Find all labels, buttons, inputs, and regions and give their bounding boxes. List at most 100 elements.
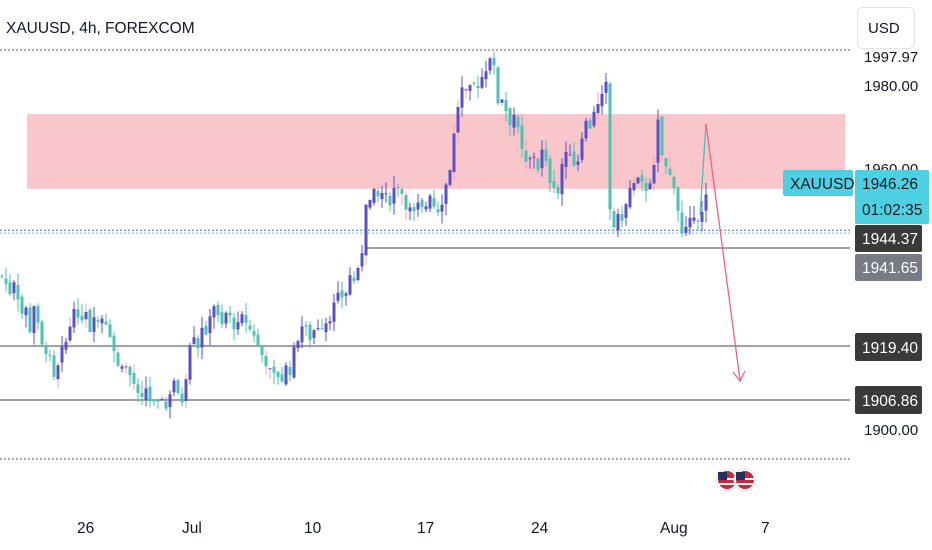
candle-body: [428, 195, 432, 209]
candle-body: [656, 119, 660, 163]
candle-body: [304, 325, 308, 327]
candle-body: [220, 312, 224, 324]
candle-body: [652, 164, 656, 184]
candle-body: [688, 217, 692, 228]
currency-button[interactable]: USD: [857, 7, 915, 49]
candle-body: [648, 183, 652, 190]
candle-body: [340, 290, 344, 298]
candle-body: [372, 188, 376, 203]
candles: [0, 51, 708, 419]
candle-body: [24, 307, 28, 316]
candle-body: [96, 320, 100, 322]
candle-body: [632, 183, 636, 191]
candle-body: [160, 398, 164, 401]
candle-body: [344, 293, 348, 296]
projection-arrow[interactable]: [699, 123, 746, 383]
candle-body: [4, 278, 8, 285]
candle-body: [504, 99, 508, 112]
level-tag-1941: 1941.65: [855, 254, 922, 281]
candle-body: [36, 306, 40, 323]
candle-body: [440, 204, 444, 212]
candle-body: [692, 217, 696, 221]
candle-body: [584, 120, 588, 139]
candle-body: [76, 309, 80, 318]
candle-body: [20, 296, 24, 314]
candle-body: [316, 327, 320, 329]
candle-body: [216, 304, 220, 315]
candle-body: [104, 321, 108, 325]
candle-body: [388, 195, 392, 206]
candle-body: [396, 186, 400, 188]
candle-body: [44, 347, 48, 355]
candle-body: [288, 366, 292, 376]
candle-body: [152, 399, 156, 402]
candle-body: [476, 86, 480, 89]
candle-body: [488, 58, 492, 71]
candle-body: [548, 158, 552, 184]
symbol-price-tag: XAUUSD 1946.26 01:02:35: [783, 170, 929, 224]
candle-body: [232, 317, 236, 330]
candle-body: [156, 400, 160, 402]
candle-body: [60, 346, 64, 363]
candle-body: [300, 326, 304, 343]
x-label-aug: Aug: [660, 520, 688, 537]
candle-body: [424, 206, 428, 210]
candle-body: [244, 315, 248, 323]
candle-body: [356, 267, 360, 281]
candle-body: [212, 306, 216, 318]
projection-leg: [699, 123, 707, 216]
candle-body: [260, 345, 264, 355]
candle-body: [68, 326, 72, 341]
candle-body: [528, 158, 532, 160]
candle-body: [568, 154, 572, 156]
y-tick-1900: 1900.00: [864, 422, 918, 439]
candle-body: [448, 170, 452, 185]
x-label-26: 26: [77, 520, 94, 537]
candle-body: [144, 388, 148, 400]
us-flag-icon[interactable]: [733, 468, 757, 492]
candle-body: [140, 392, 144, 397]
candle-body: [472, 82, 476, 84]
candle-body: [364, 204, 368, 256]
candle-body: [272, 366, 276, 373]
candle-body: [148, 386, 152, 402]
candle-body: [400, 188, 404, 194]
candle-body: [500, 99, 504, 103]
candle-body: [412, 206, 416, 212]
svg-text:1944.37: 1944.37: [862, 231, 918, 248]
candle-body: [572, 151, 576, 166]
y-tick-1980: 1980.00: [864, 78, 918, 95]
candle-body: [664, 158, 668, 167]
candle-body: [452, 133, 456, 172]
candle-body: [328, 321, 332, 324]
candle-body: [588, 120, 592, 129]
candle-body: [600, 93, 604, 107]
candle-body: [12, 282, 16, 294]
candle-body: [516, 116, 520, 128]
candle-body: [32, 306, 36, 334]
candle-body: [248, 325, 252, 330]
candle-body: [404, 194, 408, 210]
candle-body: [380, 192, 384, 200]
price-tag: 1946.26: [862, 176, 918, 193]
candle-body: [560, 163, 564, 195]
candle-body: [408, 207, 412, 212]
candle-body: [8, 282, 12, 295]
candle-body: [224, 312, 228, 324]
us-flag-icon[interactable]: [715, 468, 739, 492]
resistance-zone: [27, 114, 845, 189]
candle-body: [544, 149, 548, 161]
candle-body: [188, 345, 192, 380]
candle-body: [696, 220, 700, 222]
candle-body: [596, 103, 600, 114]
dotted-levels: [0, 49, 850, 460]
candle-body: [336, 292, 340, 301]
candle-body: [208, 316, 212, 334]
candle-body: [604, 81, 608, 93]
candle-body: [240, 314, 244, 324]
candle-body: [120, 366, 124, 369]
candle-body: [164, 401, 168, 409]
candle-body: [64, 341, 68, 350]
candle-body: [616, 213, 620, 231]
